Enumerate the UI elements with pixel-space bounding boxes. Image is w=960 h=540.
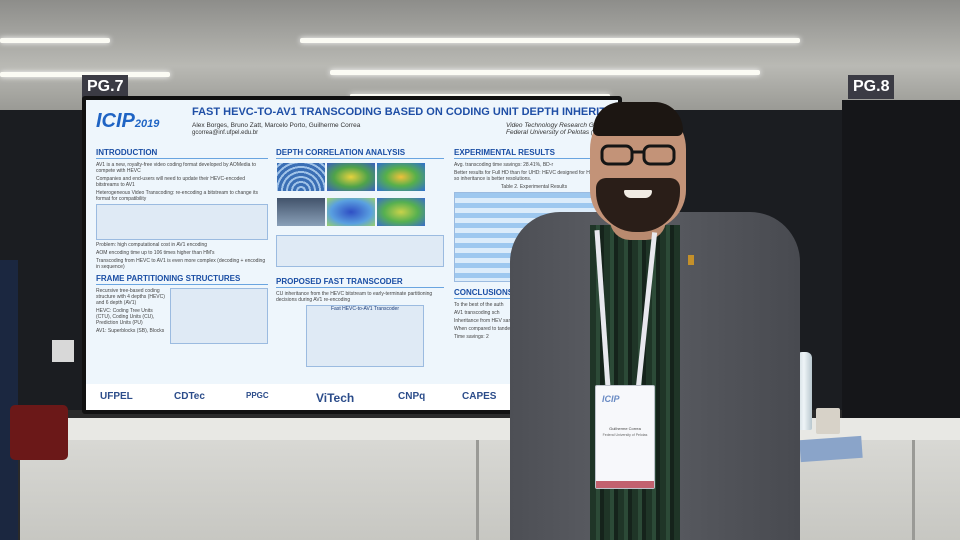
bullet: Recursive tree-based coding structure wi… <box>96 288 165 306</box>
table-divider <box>476 440 479 540</box>
bullet: Problem: high computational cost in AV1 … <box>96 242 208 248</box>
poster-column-middle: DEPTH CORRELATION ANALYSIS PROPOSED FAST… <box>276 148 444 367</box>
neighbor-screen <box>842 100 960 420</box>
presenter-shirt <box>590 225 680 540</box>
bullet: Inheritance from HEV same video can be e <box>454 318 550 324</box>
poster-header: ICIP2019 FAST HEVC-TO-AV1 TRANSCODING BA… <box>86 100 618 144</box>
transcoding-figure <box>96 204 268 240</box>
sponsor-logo: ViTech <box>316 391 355 405</box>
frame-bullets: Recursive tree-based coding structure wi… <box>96 288 166 344</box>
red-bag <box>10 405 68 460</box>
presenter-hair <box>593 102 683 136</box>
correlation-table <box>276 235 444 267</box>
frame-image <box>277 163 325 191</box>
bullet: Time savings: 2 <box>454 334 489 340</box>
brochures <box>799 435 863 463</box>
heatmap-image <box>327 163 375 191</box>
badge-stripe <box>596 481 654 488</box>
partition-tree-figure <box>170 288 268 344</box>
badge-affiliation: Federal University of Pelotas <box>602 433 648 437</box>
cup <box>816 408 840 434</box>
section-heading: INTRODUCTION <box>96 148 268 159</box>
ceiling-light <box>0 72 170 77</box>
section-heading: FRAME PARTITIONING STRUCTURES <box>96 274 268 285</box>
ceiling-light <box>0 38 110 43</box>
bullet: AV1 transcoding sch <box>454 310 500 316</box>
bullet: AV1 is a new, royalty-free video coding … <box>96 162 256 174</box>
booth-sign-left: PG.7 <box>82 75 129 99</box>
bullet: To the best of the auth <box>454 302 504 308</box>
heatmap-image <box>377 198 425 226</box>
flowchart-title: Fast HEVC-to-AV1 Transcoder <box>331 306 399 312</box>
presenter-smile <box>624 190 652 198</box>
sponsor-logo: UFPEL <box>100 391 133 402</box>
table-caption: Table 2. Experimental Results <box>500 184 568 190</box>
bullet: Transcoding from HEVC to AV1 is even mor… <box>96 258 266 270</box>
name-badge: ICIP Guilherme Correa Federal University… <box>595 385 655 489</box>
bullet: HEVC: Coding Tree Units (CTU), Coding Un… <box>96 308 155 326</box>
sponsor-logo: PPGC <box>246 391 269 400</box>
booth-sign-right: PG.8 <box>848 75 895 99</box>
ceiling <box>0 0 960 110</box>
wall-outlet <box>52 340 74 362</box>
bullet: Avg. transcoding time savings: 28.41%, B… <box>454 162 554 168</box>
partial-person <box>0 260 18 540</box>
frame-partition-block: Recursive tree-based coding structure wi… <box>96 288 268 344</box>
poster-email: gcorrea@inf.ufpel.edu.br <box>192 130 259 136</box>
bullet: Heterogeneous Video Transcoding: re-enco… <box>96 190 258 202</box>
heatmap-grid <box>276 162 444 232</box>
glasses-icon <box>600 144 676 166</box>
heatmap-image <box>327 198 375 226</box>
bullet: AOM encoding time up to 106 times higher… <box>96 250 215 256</box>
frame-image <box>277 198 325 226</box>
badge-logo: ICIP <box>602 394 620 404</box>
ceiling-light <box>330 70 760 75</box>
heatmap-image <box>377 163 425 191</box>
badge-name: Guilherme Correa <box>609 426 641 431</box>
poster-title: FAST HEVC-TO-AV1 TRANSCODING BASED ON CO… <box>192 106 618 118</box>
section-heading: EXPERIMENTAL RESULTS <box>454 148 614 159</box>
bullet: Better results for Full HD than for UHD:… <box>454 170 614 182</box>
bullet: CU inheritance from the HEVC bitstream t… <box>276 291 433 303</box>
icip-logo: ICIP2019 <box>96 110 160 132</box>
poster-column-left: INTRODUCTION AV1 is a new, royalty-free … <box>96 148 268 344</box>
lapel-pin <box>688 255 694 265</box>
poster-authors: Alex Borges, Bruno Zatt, Marcelo Porto, … <box>192 122 361 129</box>
sponsor-logo: CNPq <box>398 391 426 402</box>
bullet: AV1: Superblocks (SB), Blocks <box>96 328 165 334</box>
table-divider <box>912 440 915 540</box>
water-bottle <box>796 352 812 430</box>
section-heading: DEPTH CORRELATION ANALYSIS <box>276 148 444 159</box>
sponsor-logo: CDTec <box>174 391 205 402</box>
poster-group: Video Technology Research Group (V Feder… <box>506 122 616 136</box>
bullet: When compared to tandem transcoder <box>454 326 540 332</box>
ceiling-light <box>300 38 800 43</box>
ceiling-light <box>350 94 610 97</box>
section-heading: PROPOSED FAST TRANSCODER <box>276 277 444 288</box>
transcoder-flowchart: Fast HEVC-to-AV1 Transcoder <box>306 305 424 367</box>
sponsor-logo: CAPES <box>462 391 497 402</box>
bullet: Companies and end-users will need to upd… <box>96 176 245 188</box>
